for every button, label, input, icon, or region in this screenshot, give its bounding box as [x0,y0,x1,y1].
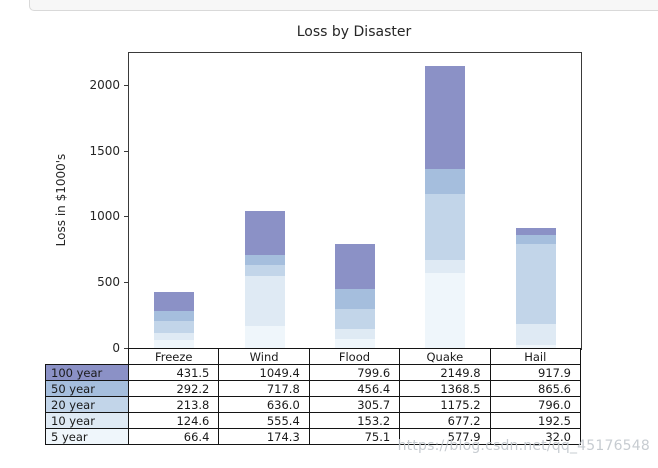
value-20-year-hail: 796.0 [489,396,581,413]
y-tick-label-1000: 1000 [89,209,120,224]
y-tick-mark-500 [124,282,128,284]
row-label-5-year: 5 year [45,428,129,445]
table-row-20-year: 20 year 213.8 636.0 305.7 1175.2 796.0 [45,396,581,413]
row-label-10-year: 10 year [45,412,129,429]
table-row-100-year: 100 year 431.5 1049.4 799.6 2149.8 917.9 [45,364,581,381]
data-table: Freeze Wind Flood Quake Hail 100 year 431.5 104… [45,348,581,445]
chart-title: Loss by Disaster [296,24,412,40]
value-10-year-quake: 677.2 [399,412,491,429]
watermark: https://blog.csdn.net/qq_45176548 [397,438,650,454]
value-20-year-freeze: 213.8 [127,396,220,413]
bar-segment-flood-10-year [335,328,375,340]
value-100-year-flood: 799.6 [308,364,401,381]
value-5-year-wind: 174.3 [218,428,310,445]
value-100-year-freeze: 431.5 [127,364,220,381]
bar-segment-quake-50-year [425,168,466,195]
bar-segment-flood-20-year [335,308,375,329]
value-10-year-wind: 555.4 [218,412,310,429]
bar-segment-hail-20-year [515,244,556,324]
value-20-year-wind: 636.0 [218,396,310,413]
bar-segment-wind-100-year [244,210,285,255]
bar-segment-hail-5-year [515,344,556,349]
column-header-wind: Wind [218,348,310,365]
plot-area [128,52,582,350]
y-tick-label-2000: 2000 [89,77,120,92]
value-10-year-freeze: 124.6 [127,412,220,429]
value-100-year-wind: 1049.4 [218,364,310,381]
value-10-year-flood: 153.2 [308,412,401,429]
value-5-year-hail: 32.0 [489,428,581,445]
column-header-freeze: Freeze [127,348,220,365]
bar-segment-quake-10-year [425,259,466,273]
bar-segment-quake-100-year [425,66,466,169]
y-tick-label-500: 500 [97,275,120,290]
bar-segment-quake-5-year [425,272,466,349]
bar-segment-wind-5-year [244,326,285,349]
bar-segment-freeze-5-year [154,340,195,349]
value-50-year-wind: 717.8 [218,380,310,397]
y-tick-mark-0 [124,348,128,349]
column-header-flood: Flood [308,348,401,365]
value-5-year-flood: 75.1 [308,428,401,445]
bar-segment-flood-50-year [335,288,375,309]
bar-segment-hail-100-year [515,228,556,236]
value-50-year-quake: 1368.5 [399,380,491,397]
row-label-100-year: 100 year [45,364,129,381]
table-header-row: Freeze Wind Flood Quake Hail [46,348,581,365]
bar-segment-freeze-20-year [154,320,195,333]
column-header-quake: Quake [399,348,491,365]
value-5-year-freeze: 66.4 [127,428,220,445]
value-5-year-quake: 577.9 [399,428,491,445]
value-20-year-flood: 305.7 [308,396,401,413]
bar-segment-flood-5-year [335,339,375,349]
value-20-year-quake: 1175.2 [399,396,491,413]
bar-segment-hail-50-year [515,235,556,245]
y-tick-mark-2000 [124,84,128,86]
y-axis-label: Loss in $1000's [54,153,68,247]
table-row-10-year: 10 year 124.6 555.4 153.2 677.2 192.5 [45,412,581,429]
table-row-5-year: 5 year 66.4 174.3 75.1 577.9 32.0 [45,428,581,445]
value-100-year-quake: 2149.8 [399,364,491,381]
bar-segment-flood-100-year [335,243,375,289]
bar-segment-quake-20-year [425,194,466,260]
row-label-20-year: 20 year [45,396,129,413]
y-tick-label-1500: 1500 [89,143,120,158]
value-50-year-hail: 865.6 [489,380,581,397]
bar-segment-freeze-100-year [154,292,195,311]
table-corner-cell [46,349,129,365]
bar-segment-freeze-50-year [154,310,195,321]
y-tick-mark-1500 [124,150,128,152]
value-10-year-hail: 192.5 [489,412,581,429]
bar-segment-wind-20-year [244,265,285,276]
bar-segment-hail-10-year [515,323,556,345]
y-tick-label-0: 0 [112,341,120,355]
bar-segment-wind-10-year [244,275,285,327]
column-header-hail: Hail [489,348,581,365]
bar-segment-wind-50-year [244,254,285,266]
table-row-50-year: 50 year 292.2 717.8 456.4 1368.5 865.6 [45,380,581,397]
y-tick-mark-1000 [124,216,128,218]
bar-segment-freeze-10-year [154,332,195,341]
row-label-50-year: 50 year [45,380,129,397]
partial-toolbar-strip [29,0,658,11]
value-50-year-flood: 456.4 [308,380,401,397]
value-100-year-hail: 917.9 [489,364,581,381]
value-50-year-freeze: 292.2 [127,380,220,397]
